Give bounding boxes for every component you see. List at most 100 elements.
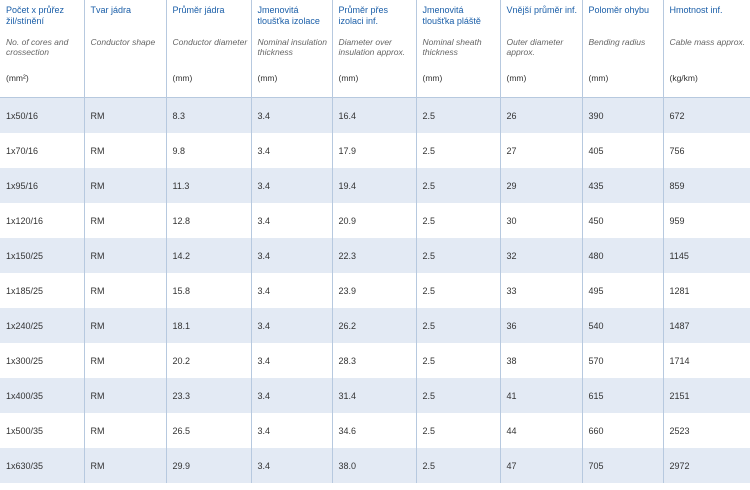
cell-outer-diameter: 27 bbox=[500, 133, 583, 168]
header-label-cz: Jmenovitá tloušťka pláště bbox=[422, 5, 481, 26]
cell-cores: 1x150/25 bbox=[0, 238, 85, 273]
cell-bending-radius: 405 bbox=[582, 133, 664, 168]
cell-conductor-diameter: 26.5 bbox=[166, 413, 252, 448]
header-cable-mass: Hmotnost inf. Cable mass approx. (kg/km) bbox=[663, 0, 750, 98]
header-unit: (kg/km) bbox=[669, 73, 698, 83]
cell-insulation: 3.4 bbox=[251, 273, 333, 308]
cell-cores: 1x300/25 bbox=[0, 343, 85, 378]
cell-insulation: 3.4 bbox=[251, 168, 333, 203]
cell-conductor-diameter: 23.3 bbox=[166, 378, 252, 413]
cell-diameter-over-insulation: 17.9 bbox=[332, 133, 417, 168]
cell-conductor-diameter: 18.1 bbox=[166, 308, 252, 343]
table-row: 1x185/25 RM 15.8 3.4 23.9 2.5 33 495 1281 bbox=[0, 273, 750, 308]
cell-sheath: 2.5 bbox=[416, 378, 501, 413]
header-unit: (mm) bbox=[338, 73, 359, 83]
cell-shape: RM bbox=[84, 273, 167, 308]
cell-diameter-over-insulation: 16.4 bbox=[332, 97, 417, 133]
cell-mass: 1487 bbox=[663, 308, 750, 343]
cell-shape: RM bbox=[84, 97, 167, 133]
header-label-cz: Průměr přes izolaci inf. bbox=[338, 5, 389, 26]
header-label-en: Outer diameter approx. bbox=[506, 37, 564, 57]
cell-diameter-over-insulation: 34.6 bbox=[332, 413, 417, 448]
cell-cores: 1x630/35 bbox=[0, 448, 85, 483]
cell-cores: 1x400/35 bbox=[0, 378, 85, 413]
header-label-en: No. of cores and crossection bbox=[6, 37, 69, 57]
cell-cores: 1x70/16 bbox=[0, 133, 85, 168]
table-row: 1x240/25 RM 18.1 3.4 26.2 2.5 36 540 1487 bbox=[0, 308, 750, 343]
cell-mass: 959 bbox=[663, 203, 750, 238]
cell-outer-diameter: 32 bbox=[500, 238, 583, 273]
cell-diameter-over-insulation: 28.3 bbox=[332, 343, 417, 378]
cell-bending-radius: 480 bbox=[582, 238, 664, 273]
cell-bending-radius: 570 bbox=[582, 343, 664, 378]
cell-shape: RM bbox=[84, 448, 167, 483]
header-bending-radius: Poloměr ohybu Bending radius (mm) bbox=[582, 0, 664, 98]
header-label-cz: Vnější průměr inf. bbox=[506, 5, 578, 15]
cell-cores: 1x95/16 bbox=[0, 168, 85, 203]
cell-bending-radius: 390 bbox=[582, 97, 664, 133]
header-outer-diameter: Vnější průměr inf. Outer diameter approx… bbox=[500, 0, 583, 98]
cell-diameter-over-insulation: 20.9 bbox=[332, 203, 417, 238]
cell-diameter-over-insulation: 23.9 bbox=[332, 273, 417, 308]
cell-insulation: 3.4 bbox=[251, 343, 333, 378]
cell-insulation: 3.4 bbox=[251, 203, 333, 238]
cell-insulation: 3.4 bbox=[251, 308, 333, 343]
cell-bending-radius: 705 bbox=[582, 448, 664, 483]
cell-shape: RM bbox=[84, 133, 167, 168]
header-conductor-shape: Tvar jádra Conductor shape bbox=[84, 0, 167, 98]
cell-cores: 1x185/25 bbox=[0, 273, 85, 308]
cell-mass: 859 bbox=[663, 168, 750, 203]
header-label-en: Cable mass approx. bbox=[669, 37, 746, 47]
cell-outer-diameter: 38 bbox=[500, 343, 583, 378]
header-label-en: Bending radius bbox=[588, 37, 646, 47]
cell-shape: RM bbox=[84, 203, 167, 238]
cell-cores: 1x50/16 bbox=[0, 97, 85, 133]
cell-diameter-over-insulation: 19.4 bbox=[332, 168, 417, 203]
cell-shape: RM bbox=[84, 168, 167, 203]
header-label-cz: Hmotnost inf. bbox=[669, 5, 723, 15]
header-unit: (mm) bbox=[172, 73, 193, 83]
cell-bending-radius: 615 bbox=[582, 378, 664, 413]
header-label-cz: Jmenovitá tloušťka izolace bbox=[257, 5, 320, 26]
table-row: 1x95/16 RM 11.3 3.4 19.4 2.5 29 435 859 bbox=[0, 168, 750, 203]
cell-outer-diameter: 30 bbox=[500, 203, 583, 238]
header-unit: (mm) bbox=[506, 73, 527, 83]
cell-sheath: 2.5 bbox=[416, 413, 501, 448]
cell-outer-diameter: 33 bbox=[500, 273, 583, 308]
header-label-cz: Tvar jádra bbox=[90, 5, 132, 15]
header-label-en: Nominal sheath thickness bbox=[422, 37, 482, 57]
cell-mass: 2972 bbox=[663, 448, 750, 483]
cell-conductor-diameter: 12.8 bbox=[166, 203, 252, 238]
cell-conductor-diameter: 8.3 bbox=[166, 97, 252, 133]
cell-shape: RM bbox=[84, 238, 167, 273]
cell-shape: RM bbox=[84, 378, 167, 413]
header-insulation-thickness: Jmenovitá tloušťka izolace Nominal insul… bbox=[251, 0, 333, 98]
cell-bending-radius: 660 bbox=[582, 413, 664, 448]
cell-outer-diameter: 47 bbox=[500, 448, 583, 483]
header-label-cz: Počet x průřez žil/stínění bbox=[6, 5, 65, 26]
cell-outer-diameter: 26 bbox=[500, 97, 583, 133]
cell-conductor-diameter: 11.3 bbox=[166, 168, 252, 203]
header-unit: (mm) bbox=[588, 73, 609, 83]
cell-mass: 1281 bbox=[663, 273, 750, 308]
header-label-cz: Poloměr ohybu bbox=[588, 5, 650, 15]
header-row: Počet x průřez žil/stínění No. of cores … bbox=[0, 0, 750, 98]
cell-shape: RM bbox=[84, 413, 167, 448]
table-row: 1x50/16 RM 8.3 3.4 16.4 2.5 26 390 672 bbox=[0, 97, 750, 133]
table-row: 1x630/35 RM 29.9 3.4 38.0 2.5 47 705 2972 bbox=[0, 448, 750, 483]
cell-mass: 1145 bbox=[663, 238, 750, 273]
table-row: 1x400/35 RM 23.3 3.4 31.4 2.5 41 615 2151 bbox=[0, 378, 750, 413]
cell-diameter-over-insulation: 26.2 bbox=[332, 308, 417, 343]
cell-insulation: 3.4 bbox=[251, 378, 333, 413]
cell-conductor-diameter: 14.2 bbox=[166, 238, 252, 273]
cell-insulation: 3.4 bbox=[251, 413, 333, 448]
header-conductor-diameter: Průměr jádra Conductor diameter (mm) bbox=[166, 0, 252, 98]
table-header: Počet x průřez žil/stínění No. of cores … bbox=[0, 0, 750, 98]
header-diameter-over-insulation: Průměr přes izolaci inf. Diameter over i… bbox=[332, 0, 417, 98]
cell-mass: 756 bbox=[663, 133, 750, 168]
cell-sheath: 2.5 bbox=[416, 168, 501, 203]
cell-shape: RM bbox=[84, 343, 167, 378]
cell-cores: 1x500/35 bbox=[0, 413, 85, 448]
table-row: 1x70/16 RM 9.8 3.4 17.9 2.5 27 405 756 bbox=[0, 133, 750, 168]
cell-mass: 2523 bbox=[663, 413, 750, 448]
